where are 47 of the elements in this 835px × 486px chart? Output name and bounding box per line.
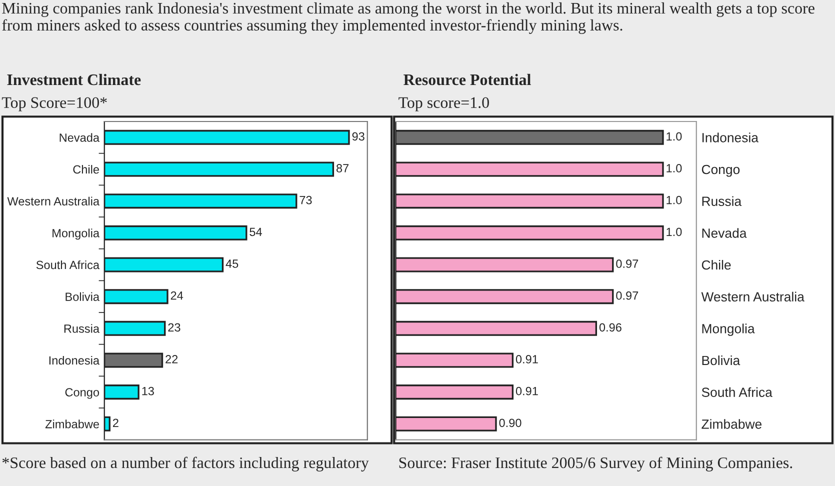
data-label: 54 — [250, 228, 262, 236]
y-tick-label: Congo — [65, 388, 100, 399]
data-label: 1.0 — [666, 228, 682, 236]
data-label: 22 — [166, 355, 178, 364]
data-label: 73 — [300, 196, 312, 204]
data-label: 93 — [352, 132, 364, 141]
text: Mining companies rank Indonesia's investment climate as among the worst in the world. But its mineral wealth gets a top score from miners asked to assess countries assuming they implemented investor-friendly mining laws. — [2, 2, 814, 34]
data-label: 0.91 — [516, 355, 538, 364]
y-tick-label: Mongolia — [52, 228, 100, 240]
y-tick-label: Russia — [64, 324, 100, 333]
data-label: 87 — [336, 164, 349, 172]
y-tick-label: Chile — [73, 164, 99, 174]
y-tick-label: South Africa — [702, 387, 772, 397]
data-label: 1.0 — [666, 196, 682, 204]
data-label: 13 — [142, 386, 154, 396]
data-label: 24 — [170, 291, 184, 300]
data-label: 0.96 — [599, 323, 622, 332]
text: *Score based on a number of factors including regulatory — [2, 456, 369, 472]
y-tick-label: Mongolia — [702, 324, 755, 336]
chart-title: Resource Potential — [404, 74, 531, 86]
data-label: 0.97 — [616, 260, 638, 268]
y-tick-label: Nevada — [60, 133, 100, 142]
y-tick-label: Indonesia — [702, 132, 758, 142]
chart-subtitle: Top score=1.0 — [398, 97, 489, 112]
y-tick-label: Zimbabwe — [45, 420, 99, 428]
data-label: 2 — [113, 418, 118, 427]
source-note: Source: Fraser Institute 2005/6 Survey of Mining Companies. — [399, 456, 792, 472]
y-tick-label: Russia — [702, 196, 742, 206]
data-label: 0.91 — [516, 386, 538, 396]
y-tick-label: Nevada — [702, 228, 747, 238]
data-label: 1.0 — [666, 164, 682, 172]
y-tick-label: South Africa — [36, 260, 100, 270]
y-tick-label: Congo — [702, 164, 740, 177]
y-tick-label: Chile — [702, 260, 731, 270]
data-label: 0.90 — [499, 418, 522, 428]
chart-subtitle: Top Score=100* — [2, 97, 107, 112]
data-label: 45 — [226, 260, 238, 268]
data-label: 23 — [168, 323, 180, 332]
data-label: 0.97 — [616, 291, 638, 300]
y-tick-label: Indonesia — [49, 356, 100, 365]
y-tick-label: Bolivia — [66, 292, 100, 301]
y-tick-label: Bolivia — [702, 355, 740, 366]
y-tick-label: Western Australia — [7, 196, 100, 206]
y-tick-label: Zimbabwe — [702, 419, 762, 429]
data-label: 1.0 — [666, 132, 682, 141]
chart-title: Investment Climate — [7, 74, 141, 86]
y-tick-label: Western Australia — [701, 292, 804, 302]
